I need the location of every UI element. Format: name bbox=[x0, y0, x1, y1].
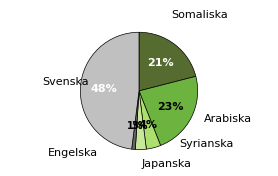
Wedge shape bbox=[132, 91, 139, 149]
Wedge shape bbox=[135, 91, 146, 150]
Text: Somaliska: Somaliska bbox=[171, 10, 228, 20]
Text: Japanska: Japanska bbox=[142, 159, 192, 169]
Wedge shape bbox=[139, 32, 196, 91]
Text: 1%: 1% bbox=[127, 121, 144, 131]
Wedge shape bbox=[139, 76, 198, 146]
Text: 23%: 23% bbox=[157, 102, 183, 112]
Text: Svenska: Svenska bbox=[42, 77, 89, 87]
Wedge shape bbox=[80, 32, 139, 149]
Text: 21%: 21% bbox=[147, 58, 174, 68]
Text: Engelska: Engelska bbox=[48, 147, 98, 158]
Wedge shape bbox=[139, 91, 161, 149]
Text: 4%: 4% bbox=[138, 120, 157, 130]
Text: 3%: 3% bbox=[132, 121, 148, 131]
Text: Syrianska: Syrianska bbox=[179, 139, 233, 149]
Text: Arabiska: Arabiska bbox=[203, 114, 252, 124]
Text: 48%: 48% bbox=[91, 84, 117, 94]
